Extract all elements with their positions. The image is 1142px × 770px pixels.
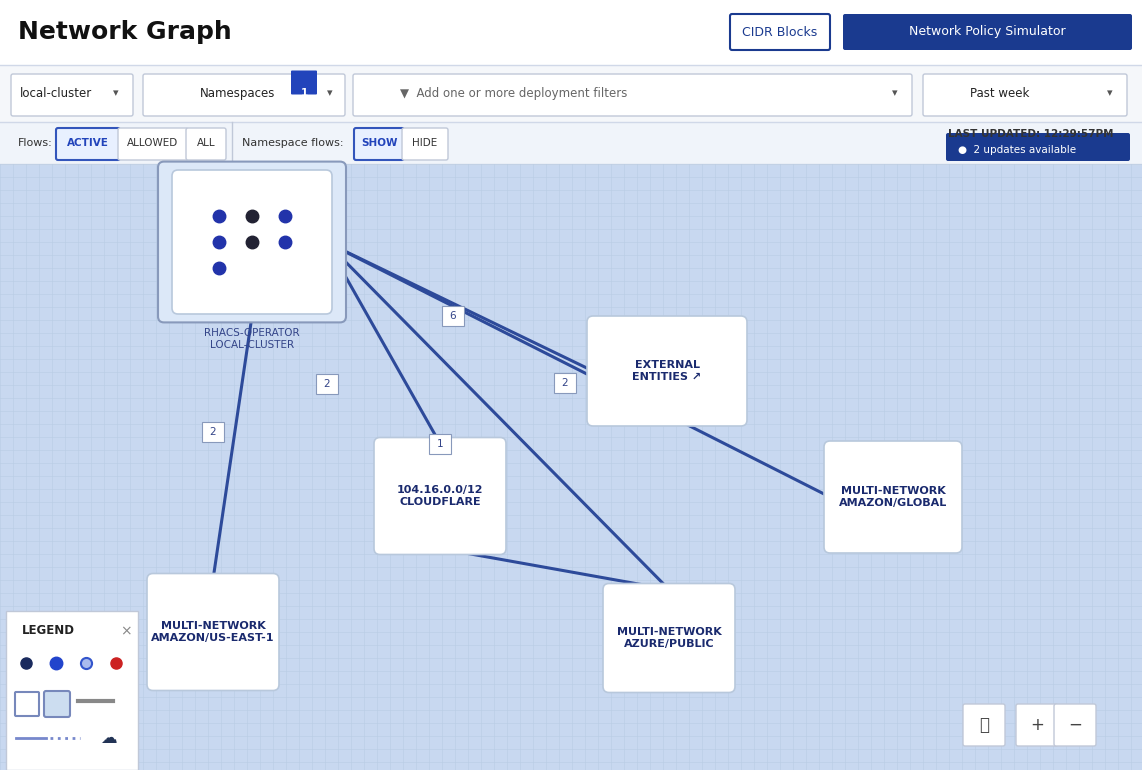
FancyBboxPatch shape (172, 170, 332, 314)
FancyBboxPatch shape (118, 128, 188, 160)
Bar (0, 0, 1142, 65)
Text: EXTERNAL
ENTITIES ↗: EXTERNAL ENTITIES ↗ (633, 360, 701, 382)
Text: ☁: ☁ (99, 729, 116, 747)
FancyBboxPatch shape (45, 691, 70, 717)
Text: HIDE: HIDE (412, 138, 437, 148)
Text: 1: 1 (300, 89, 307, 99)
FancyBboxPatch shape (291, 71, 317, 95)
Bar (0, 65, 1142, 122)
FancyBboxPatch shape (186, 128, 226, 160)
FancyBboxPatch shape (373, 437, 506, 554)
Text: 2: 2 (323, 379, 330, 389)
Text: Network Policy Simulator: Network Policy Simulator (909, 25, 1065, 38)
Text: RHACS-OPERATOR: RHACS-OPERATOR (204, 328, 300, 338)
FancyBboxPatch shape (354, 128, 404, 160)
FancyBboxPatch shape (946, 133, 1129, 161)
Text: Network Graph: Network Graph (18, 21, 232, 45)
FancyBboxPatch shape (158, 162, 346, 323)
Text: ▾: ▾ (892, 89, 898, 99)
FancyBboxPatch shape (429, 434, 451, 454)
FancyBboxPatch shape (963, 704, 1005, 746)
FancyBboxPatch shape (402, 128, 448, 160)
Text: 104.16.0.0/12
CLOUDFLARE: 104.16.0.0/12 CLOUDFLARE (396, 485, 483, 507)
Text: ×: × (120, 624, 131, 638)
FancyBboxPatch shape (6, 611, 138, 770)
Text: Namespaces: Namespaces (200, 87, 275, 100)
FancyBboxPatch shape (825, 441, 962, 553)
FancyBboxPatch shape (923, 74, 1127, 116)
FancyBboxPatch shape (202, 422, 224, 442)
Text: MULTI-NETWORK
AMAZON/US-EAST-1: MULTI-NETWORK AMAZON/US-EAST-1 (151, 621, 275, 643)
FancyBboxPatch shape (56, 128, 120, 160)
Text: 2: 2 (562, 378, 569, 388)
FancyBboxPatch shape (11, 74, 132, 116)
Bar (0, 164, 1142, 770)
Text: ●  2 updates available: ● 2 updates available (958, 145, 1076, 155)
Text: Namespace flows:: Namespace flows: (242, 138, 344, 148)
FancyBboxPatch shape (603, 584, 735, 692)
Bar (0, 122, 1142, 164)
Text: ▼  Add one or more deployment filters: ▼ Add one or more deployment filters (400, 87, 627, 100)
Text: LEGEND: LEGEND (22, 624, 75, 638)
Text: SHOW: SHOW (361, 138, 397, 148)
Text: 2: 2 (210, 427, 216, 437)
FancyBboxPatch shape (843, 14, 1132, 50)
Text: CIDR Blocks: CIDR Blocks (742, 25, 818, 38)
Text: ▾: ▾ (328, 89, 332, 99)
Text: ▾: ▾ (1108, 89, 1112, 99)
Text: +: + (1030, 716, 1044, 734)
Text: ▾: ▾ (113, 89, 119, 99)
Text: −: − (1068, 716, 1081, 734)
Text: ACTIVE: ACTIVE (67, 138, 108, 148)
Text: LAST UPDATED: 12:29:57PM: LAST UPDATED: 12:29:57PM (948, 129, 1113, 139)
FancyBboxPatch shape (1054, 704, 1096, 746)
FancyBboxPatch shape (442, 306, 464, 326)
FancyBboxPatch shape (353, 74, 912, 116)
Text: MULTI-NETWORK
AMAZON/GLOBAL: MULTI-NETWORK AMAZON/GLOBAL (839, 486, 947, 507)
Text: ALLOWED: ALLOWED (128, 138, 178, 148)
FancyBboxPatch shape (554, 373, 576, 393)
FancyBboxPatch shape (147, 574, 279, 691)
Text: LOCAL-CLUSTER: LOCAL-CLUSTER (210, 340, 293, 350)
FancyBboxPatch shape (1016, 704, 1057, 746)
Text: ALL: ALL (196, 138, 216, 148)
Text: ⛶: ⛶ (979, 716, 989, 734)
Text: 6: 6 (450, 311, 457, 321)
Text: 1: 1 (436, 439, 443, 449)
FancyBboxPatch shape (587, 316, 747, 426)
Text: local-cluster: local-cluster (19, 87, 93, 100)
FancyBboxPatch shape (316, 374, 338, 394)
Text: MULTI-NETWORK
AZURE/PUBLIC: MULTI-NETWORK AZURE/PUBLIC (617, 628, 722, 649)
FancyBboxPatch shape (730, 14, 830, 50)
Text: Flows:: Flows: (18, 138, 53, 148)
FancyBboxPatch shape (143, 74, 345, 116)
Text: Past week: Past week (971, 87, 1030, 100)
